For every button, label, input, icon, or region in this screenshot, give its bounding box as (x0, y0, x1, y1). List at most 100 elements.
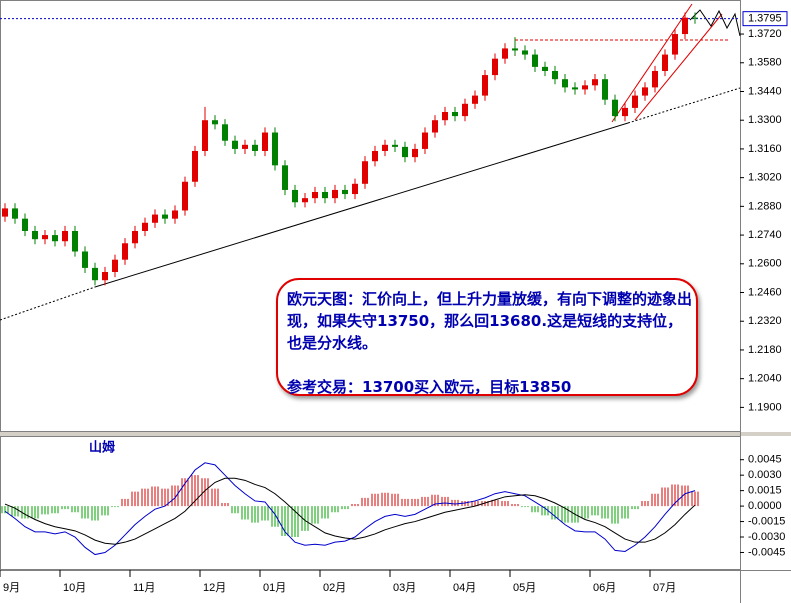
note: 欧元天图：汇价向上，但上升力量放缓，有向下调整的迹象出现，如果失守13750，那… (287, 288, 697, 420)
candle-body (362, 161, 368, 184)
candle-body (202, 120, 208, 151)
trend-line-ext (0, 286, 96, 321)
candle-body (182, 181, 188, 211)
candle-body (102, 272, 108, 281)
candle-body (572, 87, 578, 90)
candle-body (82, 251, 88, 268)
candle-body (432, 120, 438, 133)
candle-body (582, 85, 588, 90)
note-box (276, 278, 698, 396)
candle-body (682, 17, 688, 35)
candle-body (542, 66, 548, 71)
trend-line (94, 122, 629, 288)
candle-body (12, 208, 18, 219)
y-tick-label: 1.2040 (748, 373, 782, 385)
candle-body (372, 150, 378, 162)
candle-body (62, 230, 68, 242)
candle-body (342, 189, 348, 195)
x-tick-label: 9月 (3, 582, 20, 594)
candle-body (352, 183, 358, 195)
candle-body (212, 120, 218, 125)
candle-body (272, 132, 278, 166)
candle-body (492, 58, 498, 76)
candle-body (112, 259, 118, 272)
y-tick-label: 1.3440 (748, 85, 782, 97)
candle-body (302, 198, 308, 203)
channel-line (634, 13, 723, 121)
candle-body (672, 34, 678, 55)
x-tick-label: 01月 (263, 582, 286, 594)
y-tick-label: 1.2740 (748, 229, 782, 241)
note-text: 欧元天图：汇价向上，但上升力量放缓，有向下调整的迹象出现，如果失守13750，那… (287, 290, 693, 352)
candle-body (602, 79, 608, 100)
candle-body (392, 144, 398, 147)
candle-body (402, 146, 408, 158)
candle-body (262, 132, 268, 151)
x-tick-label: 12月 (203, 582, 226, 594)
candle-body (422, 132, 428, 149)
candle-body (42, 235, 48, 240)
candle-body (442, 112, 448, 121)
candle-body (232, 140, 238, 149)
y-tick-label: -0.0045 (748, 546, 785, 558)
candle-body (192, 150, 198, 182)
candle-body (652, 70, 658, 88)
last-price-label: 1.3795 (748, 13, 782, 25)
candle-body (632, 95, 638, 108)
last-price-box (742, 11, 788, 27)
candle-body (162, 214, 168, 219)
macd-title: 山姆 (89, 439, 115, 454)
candle-body (382, 144, 388, 151)
y-tick-label: -0.0030 (748, 531, 785, 543)
y-tick-label: 1.3300 (748, 114, 782, 126)
candle-body (562, 79, 568, 88)
candle-body (52, 235, 58, 242)
x-tick-label: 10月 (63, 582, 86, 594)
x-tick-label: 02月 (323, 582, 346, 594)
y-tick-label: 1.2880 (748, 200, 782, 212)
y-tick-label: 1.2180 (748, 344, 782, 356)
candle-body (72, 230, 78, 252)
candle-body (92, 267, 98, 281)
x-tick-label: 03月 (393, 582, 416, 594)
note-text: 参考交易：13700买入欧元，目标13850 (287, 378, 572, 396)
y-tick-label: 1.2320 (748, 315, 782, 327)
trend-line-ext (627, 87, 741, 124)
x-tick-label: 04月 (453, 582, 476, 594)
candle-body (452, 112, 458, 117)
candle-body (22, 218, 28, 231)
candle-body (512, 48, 518, 51)
candle-body (32, 230, 38, 240)
candle-body (142, 222, 148, 231)
candle-body (222, 124, 228, 141)
y-tick-label: 0.0015 (748, 485, 782, 497)
candle-body (612, 99, 618, 117)
candle-body (692, 17, 698, 19)
x-tick-label: 11月 (133, 582, 155, 594)
candle-body (172, 210, 178, 219)
candle-body (502, 48, 508, 59)
candle-body (622, 107, 628, 117)
candle-body (552, 70, 558, 80)
y-tick-label: 1.3580 (748, 57, 782, 69)
candle-body (472, 95, 478, 104)
candle-body (332, 189, 338, 199)
y-tick-label: 0.0045 (748, 454, 782, 466)
candle-body (642, 87, 648, 96)
candle-body (522, 50, 528, 55)
y-tick-label: -0.0015 (748, 515, 785, 527)
y-tick-label: 1.3160 (748, 143, 782, 155)
candle-body (482, 75, 488, 96)
candle-body (462, 103, 468, 117)
panel-divider (0, 432, 791, 436)
candle-body (282, 165, 288, 190)
macd-line (4, 477, 696, 545)
candle-body (662, 54, 668, 71)
y-tick-label: 1.1900 (748, 401, 782, 413)
candle-body (132, 230, 138, 244)
candle-body (122, 243, 128, 260)
x-tick-label: 07月 (653, 582, 676, 594)
candle-body (242, 144, 248, 149)
